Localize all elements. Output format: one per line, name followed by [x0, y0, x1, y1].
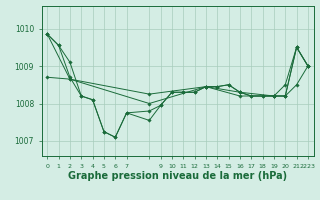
X-axis label: Graphe pression niveau de la mer (hPa): Graphe pression niveau de la mer (hPa) — [68, 171, 287, 181]
